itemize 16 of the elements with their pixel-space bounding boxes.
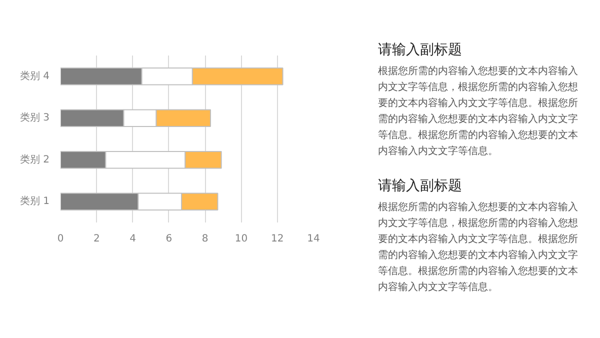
text: 根据您所需的内容输入您想要的文本内容输入内文文字等信息，根据您所需的内容输入您想要的文本内容输入内文文字等信息。根据您所需的内容输入您想要的文本内容输入内文文字等信息。根据您所需的内容输入您想要的文本内容输入内文文字等信息。	[378, 64, 578, 159]
x-tick-label: 4	[130, 234, 136, 244]
x-tick-label: 12	[270, 234, 284, 244]
y-tick-label: 类别 1	[20, 195, 50, 208]
x-tick-label: 14	[307, 234, 320, 244]
text: 请输入副标题	[378, 177, 463, 196]
x-tick-label: 8	[202, 234, 208, 244]
y-tick-label: 类别 3	[20, 112, 50, 124]
y-tick-label: 类别 2	[20, 153, 50, 166]
x-tick-label: 0	[57, 234, 64, 244]
y-tick-label: 类别 4	[20, 70, 50, 82]
x-tick-label: 10	[234, 234, 248, 244]
text: 根据您所需的内容输入您想要的文本内容输入内文文字等信息，根据您所需的内容输入您想要的文本内容输入内文文字等信息。根据您所需的内容输入您想要的文本内容输入内文文字等信息。根据您所需的内容输入您想要的文本内容输入内文文字等信息。	[378, 200, 578, 295]
x-tick-label: 2	[93, 234, 100, 244]
text: 请输入副标题	[378, 41, 463, 60]
x-tick-label: 6	[166, 234, 172, 244]
